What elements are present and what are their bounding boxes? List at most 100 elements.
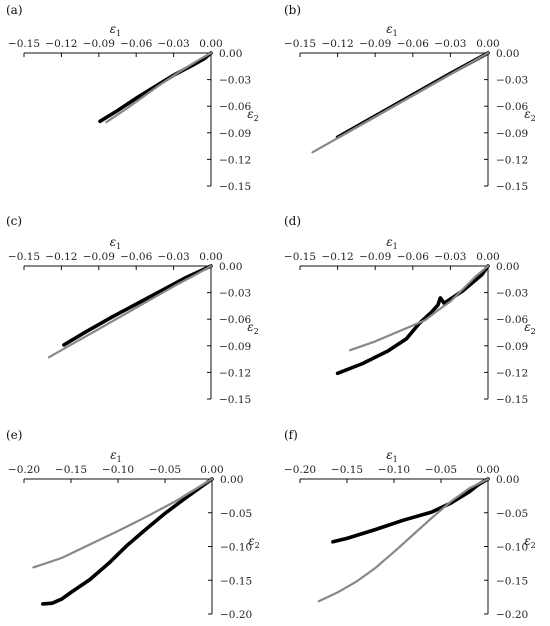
panel-label: (e) xyxy=(6,428,22,442)
x-tick-label: −0.15 xyxy=(331,464,363,476)
chart-panel-6: (f) −0.20 −0.15 −0.10 −0.05 0.000.00 −0.05 −0.1… xyxy=(284,428,536,621)
x-tick-label: −0.10 xyxy=(378,464,410,476)
y-tick-label: −0.06 xyxy=(496,314,528,326)
y-tick-label: 0.00 xyxy=(496,261,519,273)
x-tick-label: 0.00 xyxy=(200,464,223,476)
y-tick-label: −0.06 xyxy=(219,314,251,326)
y-axis-label: ε2 xyxy=(524,534,536,550)
y-axis-label: ε2 xyxy=(524,107,536,123)
x-tick-label: −0.03 xyxy=(434,251,466,263)
x-tick-label: −0.12 xyxy=(322,38,354,50)
y-tick-label: −0.09 xyxy=(496,341,528,353)
y-tick-label: −0.09 xyxy=(496,128,528,140)
series-line-1 xyxy=(40,477,214,606)
series-line-2 xyxy=(32,477,214,569)
y-tick-label: 0.00 xyxy=(219,48,242,60)
panel-label: (c) xyxy=(6,214,22,228)
x-tick-label: −0.03 xyxy=(158,251,190,263)
y-tick-label: 0.00 xyxy=(496,48,519,60)
x-tick-label: −0.20 xyxy=(8,464,40,476)
chart-panel-3: (c) −0.15 −0.12 −0.09 −0.06 −0.03 0.000.00 −0.0… xyxy=(6,214,259,406)
x-tick-label: −0.09 xyxy=(359,38,391,50)
series-line-2 xyxy=(317,477,490,603)
x-tick-label: −0.05 xyxy=(425,464,457,476)
y-tick-label: −0.15 xyxy=(496,181,528,193)
y-tick-label: −0.10 xyxy=(220,542,252,554)
x-tick-label: −0.15 xyxy=(55,464,87,476)
x-tick-label: 0.00 xyxy=(476,464,499,476)
y-tick-label: −0.03 xyxy=(219,288,251,300)
y-tick-label: −0.12 xyxy=(496,367,528,379)
y-tick-label: −0.10 xyxy=(496,542,528,554)
panel-label: (f) xyxy=(284,428,298,442)
y-tick-label: −0.15 xyxy=(496,394,528,406)
y-tick-label: −0.09 xyxy=(219,128,251,140)
y-tick-label: −0.20 xyxy=(220,609,252,621)
x-tick-label: −0.10 xyxy=(102,464,134,476)
chart-panel-4: (d) −0.15 −0.12 −0.09 −0.06 −0.03 0.000.00 −0.0… xyxy=(284,214,536,406)
x-tick-label: −0.09 xyxy=(83,38,115,50)
x-tick-label: 0.00 xyxy=(199,38,222,50)
x-tick-label: −0.09 xyxy=(83,251,115,263)
y-tick-label: 0.00 xyxy=(219,261,242,273)
panel-label: (a) xyxy=(6,3,23,17)
x-tick-label: −0.15 xyxy=(284,38,316,50)
x-tick-label: −0.03 xyxy=(434,38,466,50)
chart-panel-2: (b) −0.15 −0.12 −0.09 −0.06 −0.03 0.000.00 −0.0… xyxy=(284,3,536,193)
y-tick-label: −0.05 xyxy=(496,508,528,520)
series-line-2 xyxy=(47,264,213,359)
x-tick-label: −0.05 xyxy=(149,464,181,476)
x-tick-label: −0.12 xyxy=(322,251,354,263)
y-axis-label: ε2 xyxy=(247,320,259,336)
x-axis-label: ε1 xyxy=(386,235,398,251)
panel-label: (d) xyxy=(284,214,301,228)
series-line-1 xyxy=(331,477,490,544)
y-tick-label: −0.06 xyxy=(219,101,251,113)
y-tick-label: −0.12 xyxy=(219,154,251,166)
y-tick-label: −0.15 xyxy=(219,181,251,193)
x-tick-label: −0.12 xyxy=(45,251,77,263)
x-tick-label: −0.15 xyxy=(8,38,40,50)
x-tick-label: −0.06 xyxy=(397,251,429,263)
y-tick-label: −0.09 xyxy=(219,341,251,353)
y-tick-label: −0.20 xyxy=(496,609,528,621)
y-tick-label: −0.12 xyxy=(219,367,251,379)
y-tick-label: −0.03 xyxy=(219,75,251,87)
x-tick-label: −0.15 xyxy=(8,251,40,263)
x-tick-label: −0.20 xyxy=(284,464,316,476)
x-axis-label: ε1 xyxy=(110,235,122,251)
x-tick-label: 0.00 xyxy=(199,251,222,263)
x-axis-label: ε1 xyxy=(386,448,398,464)
panel-label: (b) xyxy=(284,3,301,17)
y-tick-label: −0.03 xyxy=(496,288,528,300)
chart-panel-5: (e) −0.20 −0.15 −0.10 −0.05 0.000.00 −0.05 −0.1… xyxy=(6,428,260,621)
chart-panel-1: (a) −0.15 −0.12 −0.09 −0.06 −0.03 0.000.00 −0.0… xyxy=(6,3,259,193)
series-line-2 xyxy=(349,264,490,352)
x-axis-label: ε1 xyxy=(110,448,122,464)
x-tick-label: −0.09 xyxy=(359,251,391,263)
y-tick-label: 0.00 xyxy=(496,474,519,486)
y-tick-label: −0.03 xyxy=(496,75,528,87)
y-tick-label: −0.12 xyxy=(496,154,528,166)
series-line-1 xyxy=(62,264,213,347)
y-tick-label: −0.05 xyxy=(220,508,252,520)
y-tick-label: −0.06 xyxy=(496,101,528,113)
y-axis-label: ε2 xyxy=(524,320,536,336)
x-tick-label: 0.00 xyxy=(476,38,499,50)
x-tick-label: −0.03 xyxy=(158,38,190,50)
series-line-2 xyxy=(311,51,490,154)
series-line-2 xyxy=(105,51,213,124)
y-tick-label: 0.00 xyxy=(220,474,243,486)
y-axis-label: ε2 xyxy=(248,534,260,550)
y-axis-label: ε2 xyxy=(247,107,259,123)
y-tick-label: −0.15 xyxy=(496,575,528,587)
x-axis-label: ε1 xyxy=(110,22,122,38)
x-tick-label: −0.06 xyxy=(120,251,152,263)
y-tick-label: −0.15 xyxy=(219,394,251,406)
x-tick-label: 0.00 xyxy=(476,251,499,263)
x-tick-label: −0.15 xyxy=(284,251,316,263)
x-tick-label: −0.12 xyxy=(45,38,77,50)
x-axis-label: ε1 xyxy=(386,22,398,38)
y-tick-label: −0.15 xyxy=(220,575,252,587)
